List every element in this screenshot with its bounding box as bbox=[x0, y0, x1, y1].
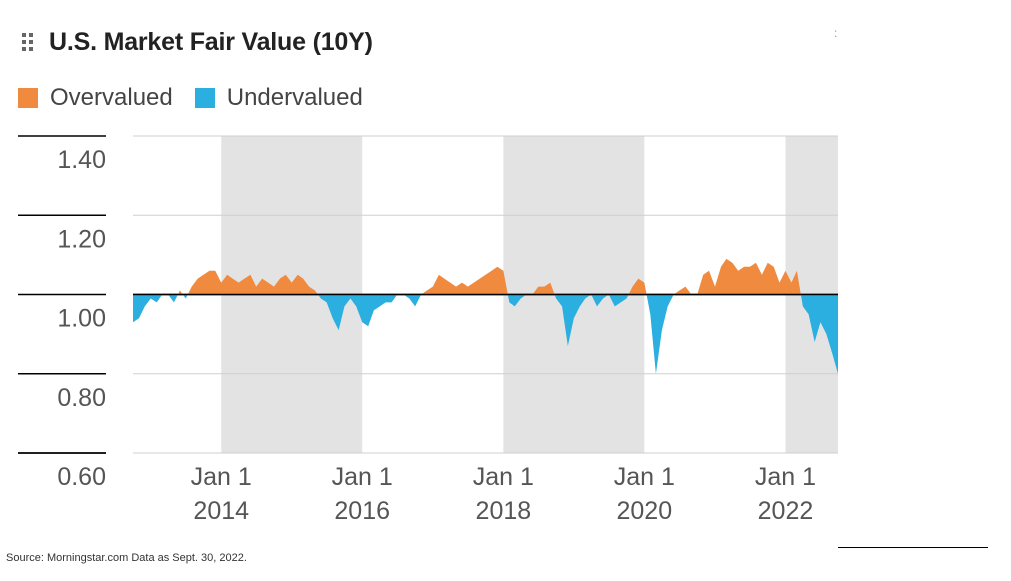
legend-item-overvalued: Overvalued bbox=[18, 84, 173, 112]
chart-legend: Overvalued Undervalued bbox=[18, 84, 385, 112]
legend-item-undervalued: Undervalued bbox=[194, 84, 363, 112]
x-tick-year-4: 2022 bbox=[758, 497, 814, 525]
overvalued-area-17 bbox=[628, 278, 647, 295]
x-tick-year-0: 2014 bbox=[193, 497, 249, 525]
y-tick-label-1: 1.20 bbox=[57, 225, 106, 253]
source-rule bbox=[838, 547, 988, 548]
source-note: Source: Morningstar.com Data as Sept. 30… bbox=[6, 552, 247, 564]
undervalued-area-2 bbox=[168, 294, 178, 303]
undervalued-area-4 bbox=[182, 294, 188, 299]
undervalued-area-12 bbox=[554, 294, 592, 347]
undervalued-area-16 bbox=[608, 294, 629, 307]
undervalued-area-20 bbox=[800, 294, 838, 374]
x-tick-label-4: Jan 1 bbox=[755, 463, 816, 491]
stray-mark: : bbox=[834, 26, 838, 40]
legend-swatch-overvalued bbox=[18, 88, 38, 108]
drag-handle-icon[interactable] bbox=[22, 33, 33, 51]
x-tick-year-2: 2018 bbox=[476, 497, 532, 525]
overvalued-area-11 bbox=[526, 282, 555, 295]
x-tick-label-3: Jan 1 bbox=[614, 463, 675, 491]
undervalued-area-14 bbox=[591, 294, 609, 307]
legend-label-overvalued: Overvalued bbox=[50, 84, 173, 111]
x-tick-label-0: Jan 1 bbox=[191, 463, 252, 491]
chart-header: U.S. Market Fair Value (10Y) bbox=[22, 24, 373, 60]
y-tick-label-3: 0.80 bbox=[57, 384, 106, 412]
undervalued-area-10 bbox=[507, 294, 527, 307]
overvalued-area-3 bbox=[177, 290, 183, 295]
y-tick-label-2: 1.00 bbox=[57, 305, 106, 333]
y-tick-label-4: 0.60 bbox=[57, 463, 106, 491]
x-tick-label-2: Jan 1 bbox=[473, 463, 534, 491]
chart-title: U.S. Market Fair Value (10Y) bbox=[49, 27, 373, 56]
undervalued-area-18 bbox=[646, 294, 674, 374]
y-tick-label-0: 1.40 bbox=[57, 146, 106, 174]
overvalued-area-5 bbox=[187, 270, 318, 295]
overvalued-area-9 bbox=[421, 266, 508, 295]
undervalued-area-0 bbox=[133, 294, 163, 323]
legend-label-undervalued: Undervalued bbox=[226, 84, 363, 111]
x-tick-label-1: Jan 1 bbox=[332, 463, 393, 491]
undervalued-area-6 bbox=[317, 294, 398, 331]
x-tick-year-3: 2020 bbox=[617, 497, 673, 525]
x-tick-year-1: 2016 bbox=[334, 497, 390, 525]
undervalued-area-8 bbox=[403, 294, 422, 307]
legend-swatch-undervalued bbox=[194, 88, 215, 108]
overvalued-area-19 bbox=[673, 258, 801, 295]
